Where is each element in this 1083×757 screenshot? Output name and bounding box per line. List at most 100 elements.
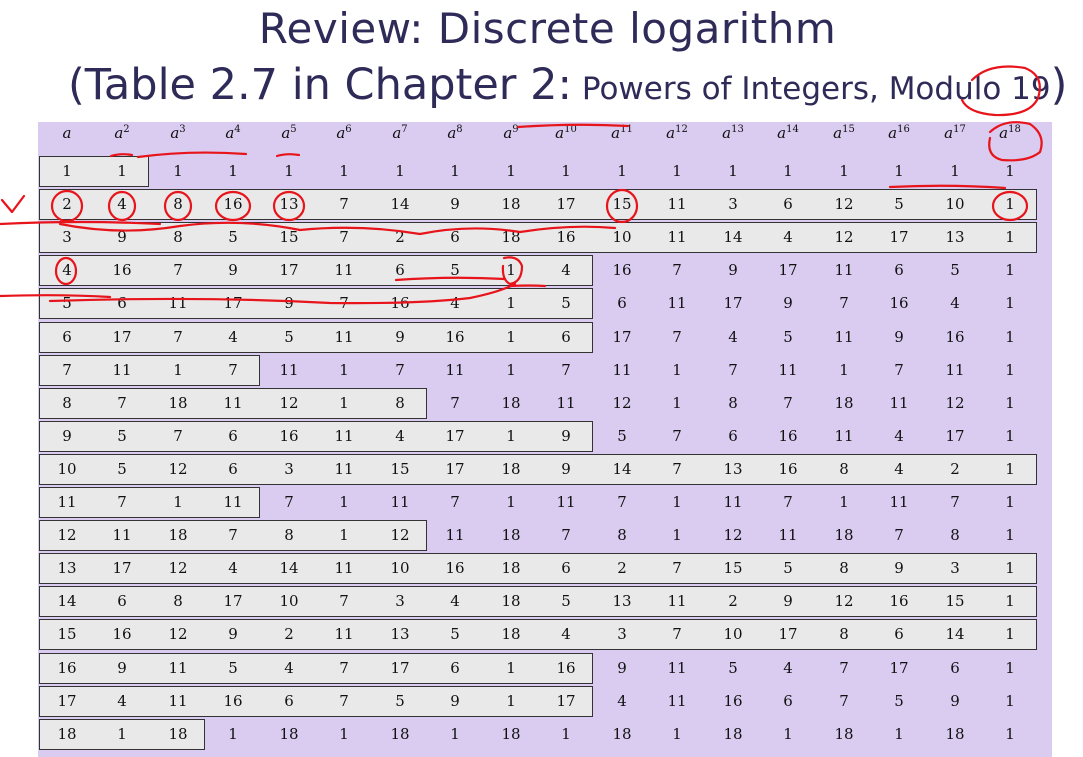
table-cell: 1: [173, 162, 183, 180]
table-cell: 16: [612, 261, 632, 280]
table-cell: 7: [561, 360, 571, 379]
table-cell: 18: [501, 592, 521, 611]
table-cell: 9: [561, 459, 571, 478]
header-cell: a: [39, 124, 95, 142]
table-cell: 6: [894, 625, 904, 644]
table-cell: 6: [728, 426, 738, 445]
header-exponent: 2: [123, 124, 130, 135]
table-cell: 3: [62, 228, 72, 247]
table-cell: 7: [117, 493, 127, 511]
period-box: [39, 420, 593, 452]
header-cell: a4: [205, 124, 261, 142]
table-cell: 9: [894, 327, 904, 346]
header-cell: a16: [871, 124, 927, 142]
table-cell: 6: [395, 261, 405, 280]
table-cell: 2: [950, 459, 960, 478]
table-cell: 9: [894, 559, 904, 578]
table-cell: 18: [834, 393, 854, 412]
table-cell: 1: [339, 724, 349, 743]
header-exponent: 15: [842, 124, 855, 135]
table-cell: 8: [173, 195, 183, 214]
header-exponent: 18: [1008, 124, 1021, 135]
table-cell: 1: [1005, 459, 1015, 478]
table-cell: 11: [667, 195, 687, 214]
table-cell: 7: [839, 294, 849, 313]
table-cell: 7: [672, 625, 682, 644]
table-cell: 11: [334, 625, 354, 644]
table-cell: 7: [839, 691, 849, 710]
table-cell: 11: [223, 393, 243, 412]
table-cell: 16: [445, 327, 465, 346]
header-exponent: 10: [564, 124, 577, 135]
table-cell: 8: [950, 526, 960, 545]
table-cell: 11: [667, 294, 687, 313]
table-cell: 1: [339, 493, 349, 511]
table-cell: 8: [839, 559, 849, 578]
header-base: a: [666, 124, 676, 142]
table-cell: 1: [672, 724, 682, 743]
table-cell: 7: [617, 493, 627, 511]
table-cell: 1: [1005, 493, 1015, 511]
table-cell: 5: [228, 658, 238, 677]
header-exponent: 17: [953, 124, 966, 135]
table-cell: 9: [450, 195, 460, 214]
table-cell: 12: [168, 625, 188, 644]
table-cell: 16: [445, 559, 465, 578]
table-cell: 11: [168, 294, 188, 313]
table-cell: 12: [390, 526, 410, 545]
table-cell: 1: [1005, 658, 1015, 677]
header-base: a: [555, 124, 565, 142]
table-cell: 11: [667, 658, 687, 677]
table-cell: 1: [117, 724, 127, 743]
table-cell: 1: [672, 360, 682, 379]
table-cell: 16: [945, 327, 965, 346]
table-cell: 11: [334, 426, 354, 445]
table-cell: 1: [561, 162, 571, 180]
table-cell: 7: [839, 658, 849, 677]
table-cell: 7: [950, 493, 960, 511]
period-box: [39, 453, 1037, 485]
table-cell: 12: [834, 195, 854, 214]
table-cell: 7: [728, 360, 738, 379]
table-cell: 9: [783, 592, 793, 611]
header-exponent: 14: [786, 124, 799, 135]
table-cell: 10: [279, 592, 299, 611]
subtitle-close: ): [1050, 60, 1068, 110]
table-cell: 10: [945, 195, 965, 214]
table-cell: 16: [778, 426, 798, 445]
table-cell: 11: [112, 360, 132, 379]
table-cell: 18: [945, 724, 965, 743]
table-cell: 1: [506, 426, 516, 445]
table-cell: 1: [728, 162, 738, 180]
table-cell: 1: [1005, 691, 1015, 710]
table-cell: 1: [284, 162, 294, 180]
table-cell: 8: [284, 526, 294, 545]
table-cell: 4: [561, 625, 571, 644]
table-cell: 10: [57, 459, 77, 478]
table-cell: 1: [1005, 426, 1015, 445]
table-cell: 10: [612, 228, 632, 247]
table-cell: 11: [945, 360, 965, 379]
table-cell: 4: [728, 327, 738, 346]
header-base: a: [777, 124, 787, 142]
header-exponent: 5: [290, 124, 297, 135]
table-cell: 4: [894, 459, 904, 478]
table-cell: 4: [450, 592, 460, 611]
table-cell: 11: [168, 658, 188, 677]
table-cell: 9: [117, 228, 127, 247]
period-box: [39, 321, 593, 353]
table-cell: 7: [783, 493, 793, 511]
table-cell: 5: [783, 559, 793, 578]
header-cell: a2: [94, 124, 150, 142]
table-cell: 9: [228, 261, 238, 280]
table-cell: 7: [395, 360, 405, 379]
table-cell: 12: [168, 459, 188, 478]
table-cell: 18: [834, 526, 854, 545]
table-cell: 1: [894, 724, 904, 743]
table-cell: 6: [284, 691, 294, 710]
table-cell: 1: [228, 162, 238, 180]
table-cell: 1: [1005, 393, 1015, 412]
table-cell: 11: [667, 592, 687, 611]
table-cell: 16: [112, 261, 132, 280]
header-cell: a6: [316, 124, 372, 142]
